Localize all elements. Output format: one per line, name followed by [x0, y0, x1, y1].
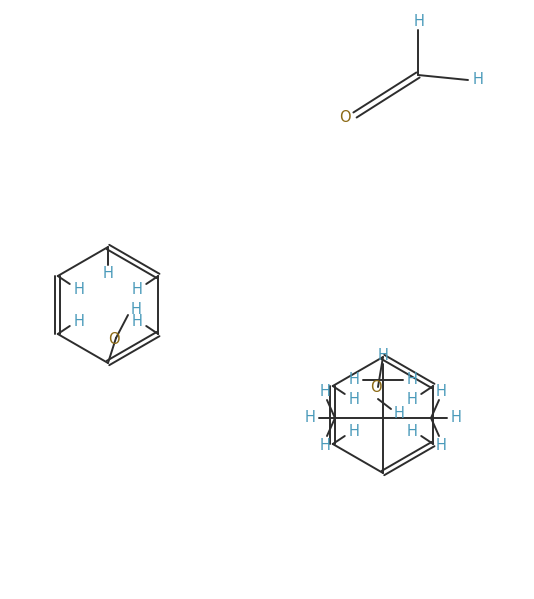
Text: H: H [73, 313, 84, 328]
Text: H: H [394, 407, 404, 422]
Text: H: H [132, 313, 143, 328]
Text: H: H [319, 383, 331, 398]
Text: H: H [348, 423, 359, 438]
Text: O: O [339, 110, 351, 125]
Text: H: H [378, 347, 388, 362]
Text: H: H [436, 383, 446, 398]
Text: H: H [103, 267, 113, 282]
Text: O: O [108, 331, 120, 346]
Text: H: H [349, 373, 359, 388]
Text: H: H [473, 72, 483, 87]
Text: H: H [348, 392, 359, 407]
Text: H: H [413, 14, 425, 29]
Text: H: H [319, 437, 331, 452]
Text: H: H [407, 392, 418, 407]
Text: H: H [132, 282, 143, 297]
Text: H: H [130, 302, 142, 317]
Text: O: O [370, 380, 382, 395]
Text: H: H [451, 410, 461, 425]
Text: H: H [304, 410, 316, 425]
Text: H: H [407, 423, 418, 438]
Text: H: H [73, 282, 84, 297]
Text: H: H [406, 373, 418, 388]
Text: H: H [436, 437, 446, 452]
